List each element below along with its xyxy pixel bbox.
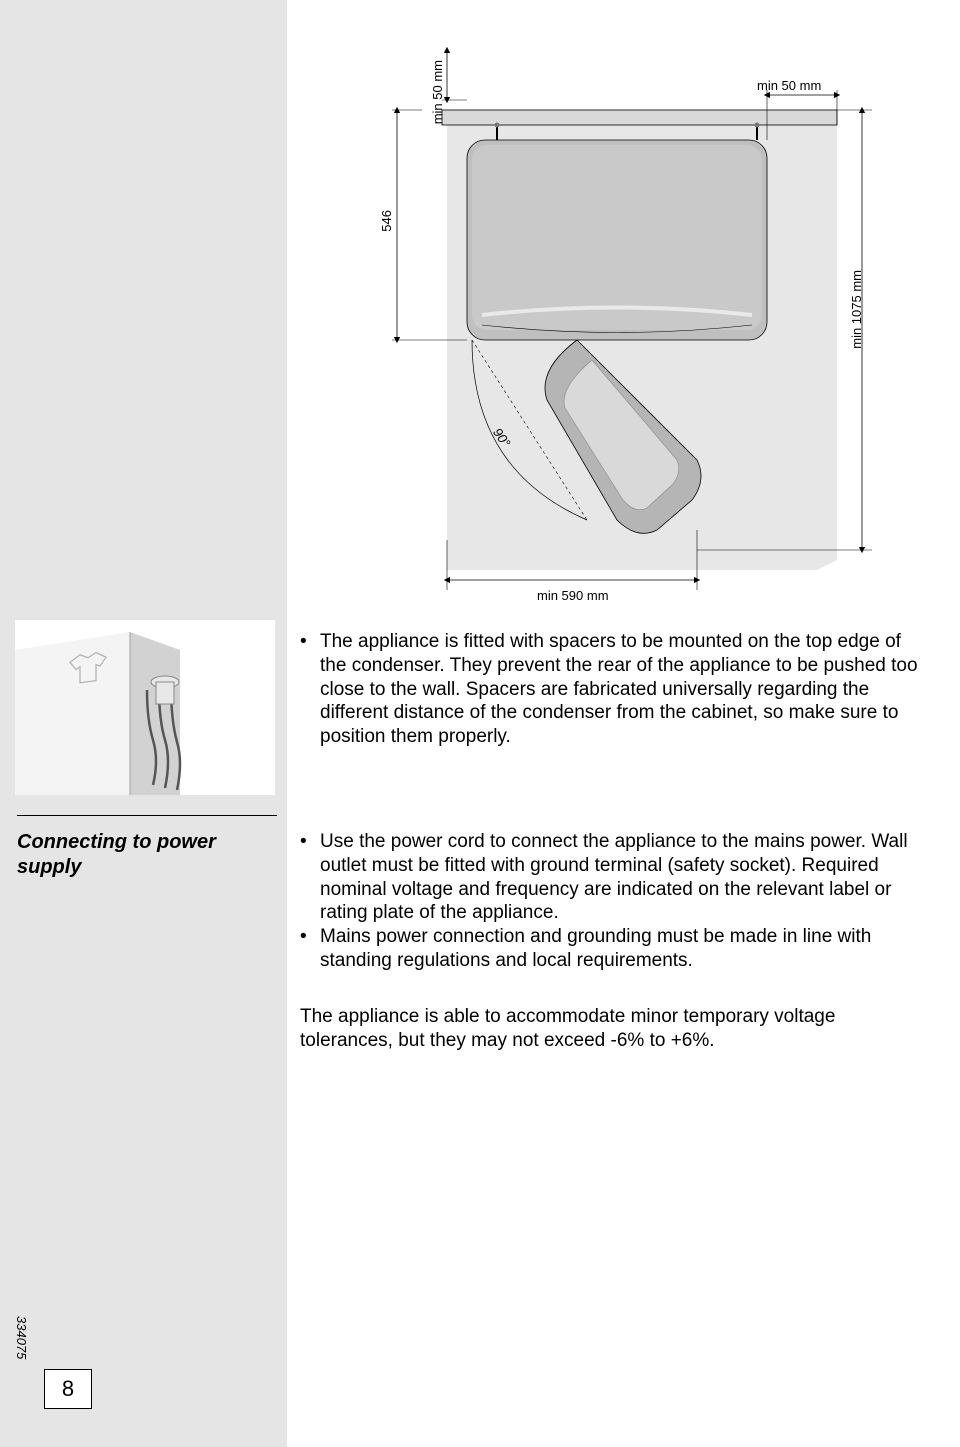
spacers-bullet: The appliance is fitted with spacers to … [300, 630, 920, 749]
dim-top-gap-left: min 50 mm [430, 60, 445, 124]
power-bullet-2: Mains power connection and grounding mus… [300, 925, 920, 973]
power-bullet-1: Use the power cord to connect the applia… [300, 830, 920, 925]
page-number: 8 [44, 1369, 92, 1409]
spacers-paragraph: The appliance is fitted with spacers to … [300, 630, 920, 749]
dim-clearance-height: min 1075 mm [849, 270, 864, 349]
tolerance-paragraph: The appliance is able to accommodate min… [300, 1005, 920, 1053]
power-body: Use the power cord to connect the applia… [300, 830, 920, 973]
spacer-thumbnail [15, 620, 275, 795]
dim-clearance-width: min 590 mm [537, 588, 609, 603]
doc-id: 334075 [14, 1316, 29, 1359]
clearance-diagram: min 50 mm min 50 mm 546 min 1075 mm min … [297, 40, 937, 610]
section-divider [17, 815, 277, 816]
dim-top-gap-right: min 50 mm [757, 78, 821, 93]
dim-depth: 546 [379, 210, 394, 232]
power-heading: Connecting to power supply [17, 830, 277, 880]
